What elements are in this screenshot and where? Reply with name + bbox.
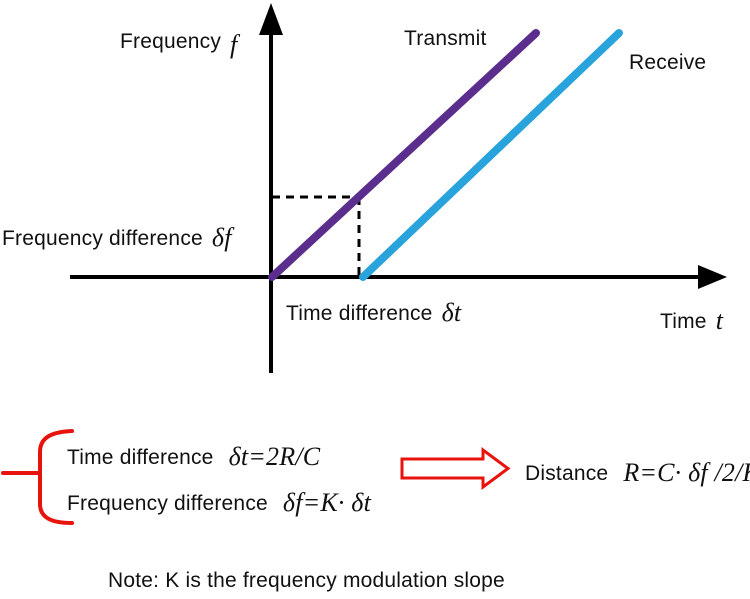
implies-arrow-icon	[400, 447, 511, 490]
note-text-content: Note: K is the frequency modulation slop…	[108, 569, 505, 592]
delta-f-symbol: δf	[211, 223, 232, 252]
frequency-difference-text: Frequency difference	[2, 227, 203, 250]
transmit-label: Transmit	[404, 27, 487, 51]
distance-eq-label: Distance	[525, 462, 609, 485]
curly-brace	[1, 429, 74, 525]
receive-line	[359, 29, 623, 281]
frequency-difference-label: Frequency difference δf	[2, 222, 232, 252]
transmit-label-text: Transmit	[404, 27, 487, 50]
time-difference-eq-label: Time difference	[67, 446, 214, 469]
frequency-difference-eq-label: Frequency difference	[67, 492, 268, 515]
time-difference-text: Time difference	[286, 302, 433, 325]
y-axis-label-text: Frequency	[120, 30, 222, 53]
x-axis-label-text: Time	[660, 310, 707, 333]
y-axis-arrowhead-icon	[259, 3, 283, 35]
distance-formula: R=C· δf /2/K	[623, 458, 750, 487]
t-symbol: t	[715, 306, 724, 335]
note-text: Note: K is the frequency modulation slop…	[108, 569, 505, 593]
y-axis-label: Frequency f	[120, 25, 237, 59]
frequency-difference-formula: δf=K· δt	[282, 488, 372, 517]
delta-t-symbol: δt	[441, 298, 462, 327]
x-axis-arrowhead-icon	[698, 265, 727, 289]
receive-label-text: Receive	[629, 51, 707, 74]
time-difference-equation: Time difference δt=2R/C	[67, 441, 320, 471]
x-axis-label: Time t	[660, 305, 723, 335]
y-axis-symbol: f	[230, 30, 238, 59]
transmit-line	[268, 29, 540, 281]
distance-equation: Distance R=C· δf /2/K	[525, 457, 750, 487]
frequency-difference-equation: Frequency difference δf=K· δt	[67, 487, 371, 517]
time-difference-formula: δt=2R/C	[228, 442, 321, 471]
time-difference-label: Time difference δt	[286, 297, 461, 327]
receive-label: Receive	[629, 51, 706, 75]
